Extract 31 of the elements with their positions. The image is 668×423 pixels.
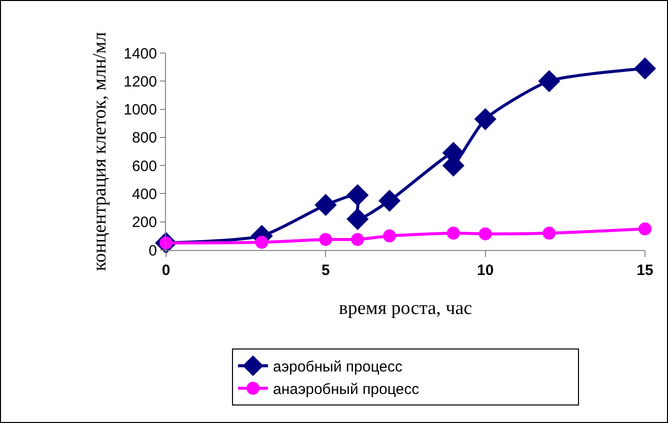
y-tick-label: 600 <box>132 158 157 175</box>
legend-label: аэробный процесс <box>273 358 403 376</box>
point <box>538 70 560 92</box>
point <box>314 194 337 216</box>
y-axis-title: концентрация клеток, млн/мл <box>89 32 110 271</box>
x-tick-label: 5 <box>322 262 330 279</box>
x-tick-label: 10 <box>476 262 494 279</box>
y-tick-label: 0 <box>148 242 157 260</box>
point <box>638 222 652 236</box>
x-tick-label: 0 <box>162 262 170 279</box>
x-axis-title: время роста, час <box>338 298 472 319</box>
y-tick-label: 200 <box>132 214 157 232</box>
point <box>446 226 460 240</box>
point <box>346 208 369 230</box>
point <box>255 236 268 249</box>
point <box>634 57 656 80</box>
y-tick-label: 800 <box>132 130 157 147</box>
point <box>351 232 364 246</box>
y-tick-label: 400 <box>132 186 157 203</box>
y-tick-label: 1400 <box>124 45 157 62</box>
x-tick-label: 15 <box>636 262 654 279</box>
point <box>319 232 332 246</box>
y-tick-label: 1000 <box>124 102 157 119</box>
point <box>478 227 492 240</box>
y-tick-label: 1200 <box>124 73 157 90</box>
point <box>474 108 496 130</box>
point <box>378 190 401 212</box>
point <box>346 184 369 206</box>
legend-label: анаэробный процесс <box>273 381 420 398</box>
point <box>542 226 556 240</box>
point <box>383 229 396 242</box>
